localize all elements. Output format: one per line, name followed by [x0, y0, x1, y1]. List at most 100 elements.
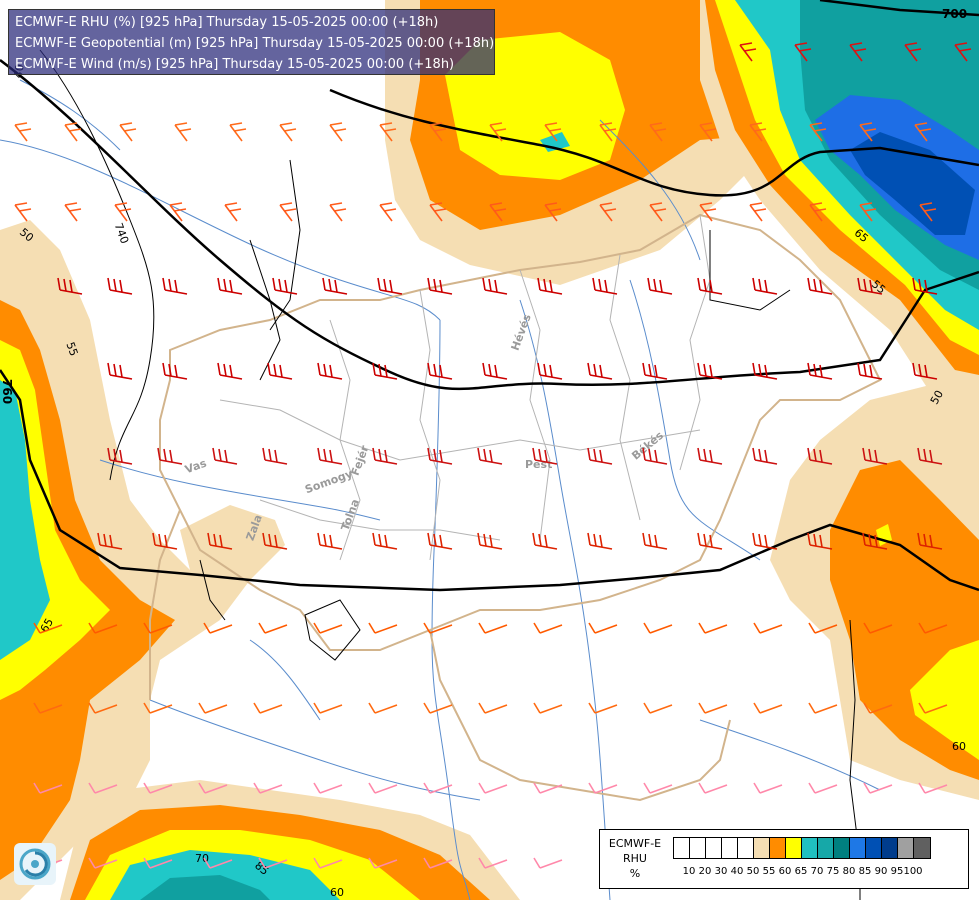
wind-barb [697, 277, 723, 295]
wind-barb [143, 702, 173, 714]
wind-barb [229, 122, 247, 142]
wind-barb [649, 202, 667, 222]
wind-barb [368, 782, 398, 794]
west-border [149, 509, 181, 700]
wind-barb [808, 702, 838, 714]
wind-barb [533, 782, 563, 794]
wind-barb [279, 122, 297, 142]
country-border [159, 213, 882, 651]
wind-barb [119, 122, 137, 142]
wind-barb [198, 702, 228, 714]
legend-swatch [914, 838, 930, 858]
legend-tick-labels: 10 20 30 40 50 55 60 65 70 75 80 85 90 95 100 [673, 866, 963, 880]
wind-barb [169, 202, 187, 222]
legend-swatch [674, 838, 690, 858]
wind-barb [478, 622, 508, 634]
legend-title-var: RHU [623, 852, 647, 865]
wind-barb [203, 857, 233, 869]
wind-barb [808, 782, 838, 794]
legend-swatch [834, 838, 850, 858]
wind-barb [912, 362, 938, 380]
wind-barb [253, 782, 283, 794]
wind-barb [317, 532, 343, 550]
wind-barb [33, 702, 63, 714]
wind-barb [809, 202, 827, 222]
legend-tick-label: 75 [826, 866, 840, 877]
wind-barb [588, 622, 618, 634]
wind-barb [863, 622, 893, 634]
legend-tick-label: 95 [890, 866, 904, 877]
legend-swatch [866, 838, 882, 858]
legend-tick-label: 85 [858, 866, 872, 877]
wind-barb [857, 277, 883, 295]
wind-barb [429, 202, 447, 222]
legend-tick-label: 90 [874, 866, 888, 877]
wind-barb [107, 447, 133, 465]
wind-barb [258, 857, 288, 869]
wind-barb [64, 122, 82, 142]
wind-barb [794, 42, 812, 62]
wind-barb [859, 122, 877, 142]
wind-barb [368, 622, 398, 634]
wind-barb [477, 532, 503, 550]
rhu-area-left-cyan [0, 380, 50, 660]
wind-barb [97, 532, 123, 550]
wind-barb [647, 277, 673, 295]
map-title-box: ECMWF-E RHU (%) [925 hPa] Thursday 15-05… [8, 9, 495, 75]
wind-barb [587, 532, 613, 550]
wind-barb [752, 362, 778, 380]
wind-barb [697, 532, 723, 550]
wind-barb [699, 202, 717, 222]
legend-swatch [882, 838, 898, 858]
wind-barb [532, 447, 558, 465]
wind-barb [377, 277, 403, 295]
wind-barb [152, 532, 178, 550]
wind-barb [198, 782, 228, 794]
wind-barb [322, 277, 348, 295]
rhu-area-left-small-wheat [180, 505, 285, 620]
legend-swatch [754, 838, 770, 858]
wind-barb [107, 362, 133, 380]
wind-barb [863, 782, 893, 794]
legend-tick-label: 40 [730, 866, 744, 877]
legend-tick-label: 100 [903, 866, 923, 877]
wind-barb [918, 782, 948, 794]
wind-barb [313, 782, 343, 794]
wind-barb [262, 532, 288, 550]
wind-barb [807, 362, 833, 380]
wind-barb [262, 447, 288, 465]
legend-swatch [818, 838, 834, 858]
rhu-label-60-bottom: 60 [330, 886, 344, 899]
wind-barb [862, 447, 888, 465]
wind-barb [649, 122, 667, 142]
wind-barb [482, 277, 508, 295]
wind-barb [918, 622, 948, 634]
wind-barb [739, 42, 757, 62]
wind-barb [537, 277, 563, 295]
legend-swatch [690, 838, 706, 858]
wind-barb [642, 447, 668, 465]
wind-barb [423, 782, 453, 794]
geopotential-line-lower [0, 369, 979, 592]
wind-barb [174, 122, 192, 142]
wind-barb [697, 362, 723, 380]
legend-swatch [802, 838, 818, 858]
wind-barb [599, 122, 617, 142]
wind-barb [544, 122, 562, 142]
legend-swatch [706, 838, 722, 858]
wind-barb [859, 202, 877, 222]
rhu-label-60-right: 60 [952, 740, 966, 753]
wind-barb [642, 362, 668, 380]
legend-swatch [722, 838, 738, 858]
wind-barb [533, 622, 563, 634]
wind-barb [143, 622, 173, 634]
legend-color-scale [673, 837, 931, 859]
legend-swatch [786, 838, 802, 858]
rhu-area-top-right-darkblue [850, 132, 975, 235]
wind-barb [809, 122, 827, 142]
wind-barb [427, 532, 453, 550]
wind-barb [372, 532, 398, 550]
wind-barb [587, 362, 613, 380]
